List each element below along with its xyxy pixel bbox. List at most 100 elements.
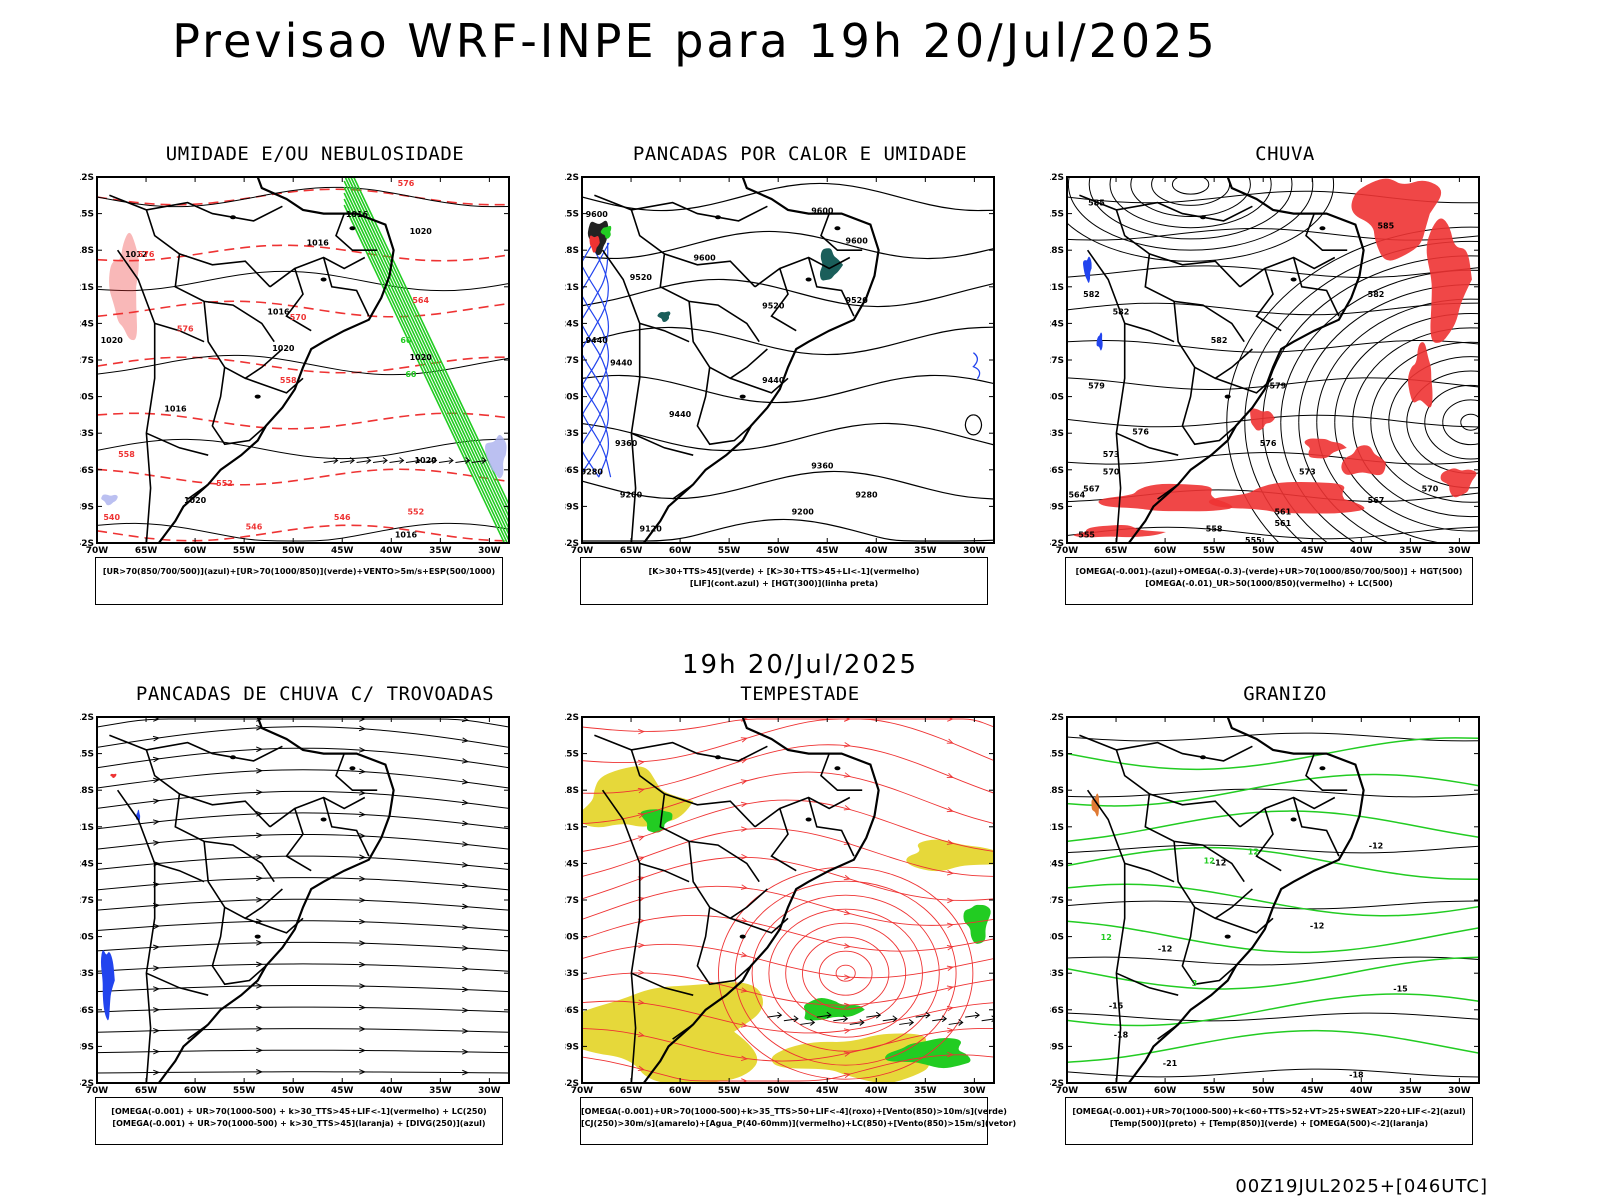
contour-label: 546	[334, 513, 351, 522]
border-line	[770, 808, 797, 872]
contour-label: 9280	[581, 467, 604, 476]
streamline-arrow	[946, 1027, 954, 1034]
lake	[254, 394, 261, 399]
humidity-contour	[343, 192, 509, 542]
border-line	[1116, 432, 1179, 456]
wind-vector	[932, 1015, 948, 1023]
streamline	[582, 943, 994, 979]
lif-contour	[582, 242, 612, 478]
streamline	[97, 790, 509, 809]
border-line	[145, 209, 271, 288]
x-tick-label: 45W	[816, 546, 839, 556]
streamline-arrow	[256, 854, 264, 860]
coastline	[642, 177, 880, 543]
y-tick-label: 21S	[565, 283, 579, 293]
streamline	[582, 1027, 994, 1062]
rain-area	[1426, 218, 1472, 343]
border-line	[211, 907, 267, 986]
streamline	[582, 799, 994, 852]
lake	[834, 226, 841, 231]
x-tick-label: 30W	[1448, 546, 1471, 556]
border-line	[1115, 749, 1241, 828]
x-tick-label: 60W	[1154, 546, 1177, 556]
y-tick-label: 18S	[565, 246, 579, 256]
border-line	[1079, 734, 1253, 762]
border-line	[1115, 209, 1241, 288]
contour-label: -15	[1109, 1002, 1124, 1011]
divergence-area	[100, 950, 115, 1021]
wind-vector	[767, 1011, 783, 1019]
legend-box: [OMEGA(-0.001)+UR>70(1000-500)+k<60+TTS>…	[1065, 1097, 1473, 1145]
contour-label: 573	[1103, 450, 1120, 459]
streamline-arrow	[359, 1047, 367, 1054]
contour-label: 9440	[610, 359, 633, 368]
lake	[714, 215, 721, 220]
streamline-arrow	[359, 918, 367, 925]
rain-area-blue	[1083, 256, 1092, 283]
streamline	[1316, 298, 1479, 423]
border-line	[659, 793, 760, 883]
lake	[805, 277, 812, 282]
x-tick-label: 40W	[380, 546, 403, 556]
contour-label: 564	[1068, 490, 1085, 499]
temp500-contour	[1067, 956, 1479, 966]
y-tick-label: 36S	[80, 1006, 94, 1016]
streamline-arrow	[153, 986, 161, 992]
contour-label: 1016	[164, 404, 187, 413]
x-tick-label: 50W	[767, 1086, 790, 1096]
x-tick-label: 40W	[1350, 1086, 1373, 1096]
height-contour	[582, 518, 994, 542]
border-line	[335, 213, 378, 251]
y-tick-label: 21S	[1050, 283, 1064, 293]
streamline-arrow	[461, 820, 470, 827]
y-tick-label: 30S	[1050, 933, 1064, 943]
streamline	[97, 833, 509, 850]
x-tick-label: 35W	[914, 546, 937, 556]
panel-title: CHUVA	[1255, 143, 1315, 165]
streamline-arrow	[946, 772, 954, 779]
contour-label: 12	[1204, 856, 1215, 865]
streamline-arrow	[461, 945, 470, 951]
contour-label: 9600	[811, 207, 834, 216]
streamline-arrow	[359, 1026, 367, 1032]
contour-label: 576	[138, 250, 155, 259]
y-tick-label: 27S	[565, 356, 579, 366]
streamline-arrow	[461, 903, 470, 910]
streamline-arrow	[741, 826, 748, 832]
contour-label: -21	[1163, 1059, 1178, 1068]
instability-area	[657, 311, 671, 322]
streamline	[582, 914, 994, 952]
streamline	[582, 1000, 994, 1034]
streamline-arrow	[843, 772, 851, 778]
y-tick-label: 18S	[80, 246, 94, 256]
y-tick-label: 30S	[565, 393, 579, 403]
y-tick-label: 33S	[1050, 969, 1064, 979]
x-tick-label: 70W	[571, 546, 594, 556]
temp850-contour	[1067, 920, 1479, 954]
streamline	[97, 941, 509, 952]
border-line	[630, 209, 756, 288]
contour-label: 60	[400, 336, 412, 345]
y-tick-label: 42S	[565, 1079, 579, 1089]
legend-box: [OMEGA(-0.001) + UR>70(1000-500) + k>30_…	[95, 1097, 503, 1145]
y-tick-label: 21S	[565, 823, 579, 833]
y-tick-label: 30S	[1050, 393, 1064, 403]
border-line	[754, 256, 851, 288]
border-line	[601, 789, 641, 1083]
contour-label: 9440	[762, 376, 785, 385]
thickness-contour	[97, 188, 509, 206]
streamline-arrow	[637, 999, 645, 1005]
streamline-arrow	[947, 1051, 954, 1058]
border-line	[1144, 793, 1245, 883]
streamline-arrow	[740, 884, 748, 890]
streamline-arrow	[461, 737, 470, 743]
streamline	[1067, 177, 1314, 251]
thickness-contour	[97, 524, 509, 542]
rain-area	[1341, 445, 1386, 476]
run-stamp: 00Z19JUL2025+[046UTC]	[1235, 1176, 1488, 1197]
streamline	[1370, 341, 1479, 423]
temp500-contour	[1067, 844, 1479, 854]
streamline-arrow	[844, 974, 851, 980]
streamline-arrow	[256, 1004, 264, 1011]
contour-label: 12	[1248, 847, 1259, 856]
